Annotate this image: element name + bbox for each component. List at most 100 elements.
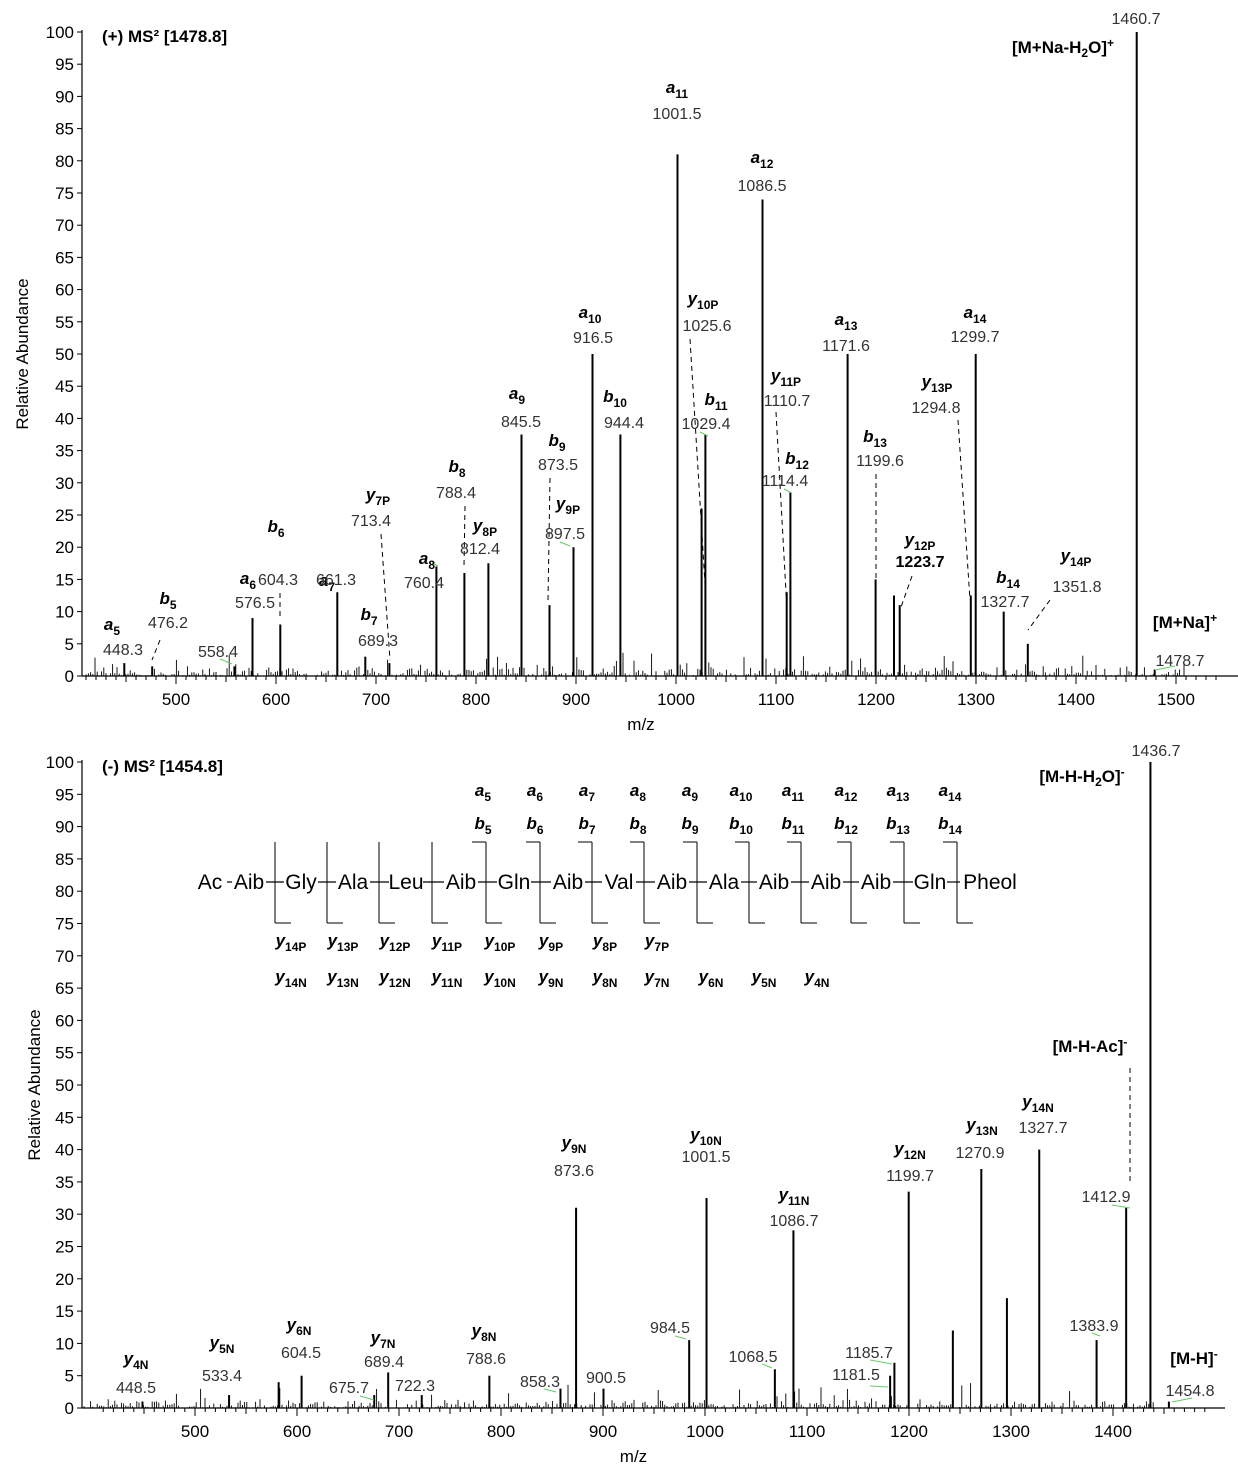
mz-label: 1294.8	[912, 400, 961, 417]
ion-label: y9N	[538, 967, 564, 990]
y-tick-label: 100	[46, 23, 74, 42]
y-tick-label: 95	[55, 55, 74, 74]
ion-label: b11	[704, 390, 727, 413]
residue-aib: Aib	[811, 871, 841, 894]
leader-line	[957, 419, 971, 601]
ion-label: [M-H-H2O]-	[1039, 765, 1124, 789]
y-tick-label: 40	[55, 409, 74, 428]
mz-label: 1086.5	[738, 178, 787, 195]
y-tick-label: 45	[55, 1108, 74, 1127]
label-tick	[674, 1335, 687, 1340]
y-tick-label: 35	[55, 1173, 74, 1192]
x-tick-label: 1100	[789, 1422, 826, 1441]
x-tick-label: 1500	[1157, 690, 1195, 709]
mz-label: 1454.8	[1166, 1383, 1215, 1400]
mz-label: 1199.6	[856, 453, 904, 470]
ion-label: a14	[939, 781, 962, 804]
ion-label: y7P	[644, 931, 669, 954]
mz-label: 675.7	[329, 1380, 369, 1397]
y-tick-label: 85	[55, 120, 74, 139]
y-axis-label: Relative Abundance	[25, 1009, 44, 1160]
x-tick-label: 1200	[857, 690, 895, 709]
y-tick-label: 35	[55, 442, 74, 461]
mz-label: 448.5	[116, 1380, 156, 1397]
mz-label: 1351.8	[1053, 579, 1102, 596]
residue-gln: Gln	[914, 871, 947, 894]
ion-label: b10	[729, 814, 753, 837]
y-tick-label: 20	[55, 538, 74, 557]
mz-label: 558.4	[198, 644, 238, 661]
y-tick-label: 30	[55, 474, 74, 493]
ion-label: a8	[630, 781, 646, 804]
residue-pheol: Pheol	[963, 871, 1017, 894]
leader-line	[689, 338, 707, 601]
ion-label: y8P	[592, 931, 617, 954]
mz-label: 476.2	[148, 615, 188, 632]
y-tick-label: 25	[55, 506, 74, 525]
residue-ala: Ala	[338, 871, 369, 894]
ion-label: y12P	[379, 931, 411, 954]
y-tick-label: 50	[55, 345, 74, 364]
mz-label: 448.3	[103, 642, 143, 659]
label-tick	[1154, 665, 1176, 671]
ion-label: y8P	[472, 516, 497, 539]
ion-label: a6	[527, 781, 543, 804]
ion-label: a5	[475, 781, 491, 804]
sequence-diagram: Ac Aib Gly Ala Leu Aib Gln Aib Val Aib Ala Aib Aib Ai…	[198, 781, 1017, 990]
mz-label: 1460.7	[1112, 11, 1161, 28]
ion-label: y6N	[286, 1315, 312, 1338]
mz-label: 533.4	[202, 1368, 242, 1385]
label-tick	[559, 541, 571, 547]
ion-label: b13	[886, 814, 910, 837]
ion-label: y7N	[644, 967, 670, 990]
ion-label: a13	[835, 310, 858, 333]
y-tick-label: 100	[46, 753, 74, 772]
y-tick-label: 70	[55, 947, 74, 966]
ion-label: a13	[887, 781, 910, 804]
ion-label: b8	[629, 814, 646, 837]
ion-label: y11N	[431, 967, 463, 990]
mz-label: 1181.5	[832, 1367, 880, 1384]
ion-label: a11	[666, 78, 688, 101]
ion-label: a11	[782, 781, 804, 804]
y-tick-label: 80	[55, 152, 74, 171]
mz-label: 661.3	[316, 572, 356, 589]
ion-label: y14P	[275, 931, 307, 954]
ion-label: y14N	[1021, 1092, 1053, 1115]
y-tick-label: 40	[55, 1141, 74, 1160]
ion-label: [M-H-Ac]-	[1053, 1035, 1128, 1056]
leader-line	[463, 505, 466, 567]
ion-label: b7	[360, 605, 377, 628]
label-tick	[783, 488, 791, 493]
chart-title: (-) MS² [1454.8]	[102, 757, 223, 776]
x-tick-label: 1300	[957, 690, 995, 709]
x-tick-label: 1100	[758, 690, 795, 709]
ion-label: y13N	[965, 1115, 997, 1138]
y-tick-label: 65	[55, 979, 74, 998]
mz-label: 1199.7	[886, 1168, 934, 1185]
mz-label: 722.3	[395, 1378, 435, 1395]
leader-line	[151, 639, 161, 661]
label-tick	[431, 562, 439, 567]
x-tick-label: 1200	[890, 1422, 928, 1441]
ion-label: y14P	[1060, 546, 1092, 569]
ion-label: y4N	[123, 1349, 149, 1372]
x-tick-label: 1000	[686, 1422, 724, 1441]
noise-peaks	[85, 652, 1185, 676]
ion-label: y4N	[804, 967, 830, 990]
ion-label: b13	[863, 427, 887, 450]
y-tick-label: 75	[55, 915, 74, 934]
mz-label: 1270.9	[956, 1145, 1005, 1162]
ion-label: b7	[578, 814, 595, 837]
mz-label: 788.4	[436, 485, 476, 502]
ion-label: y7N	[370, 1328, 396, 1351]
residue-aib: Aib	[446, 871, 476, 894]
residue-aib: Aib	[759, 871, 789, 894]
mz-label: 1223.7	[896, 554, 945, 571]
mz-label: 1001.5	[653, 106, 702, 123]
x-tick-label: 500	[181, 1422, 209, 1441]
ion-label: y10P	[687, 289, 719, 312]
leader-line	[899, 575, 913, 611]
mz-label: 1412.9	[1082, 1189, 1131, 1206]
